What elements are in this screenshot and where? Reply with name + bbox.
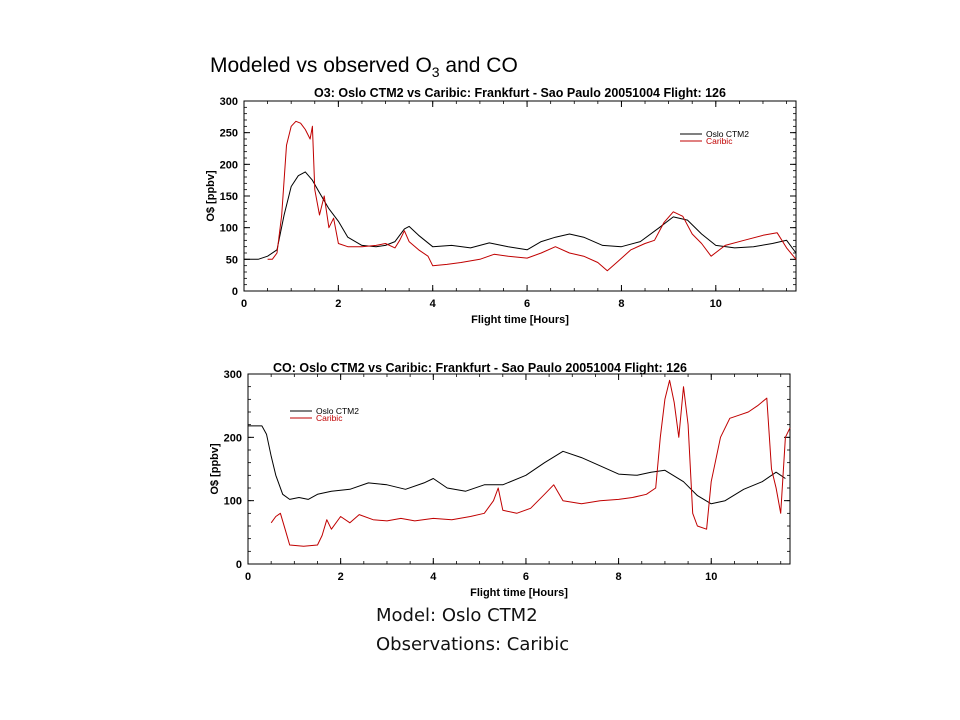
x-tick-label: 8 bbox=[618, 298, 624, 310]
x-tick-label: 0 bbox=[241, 298, 247, 310]
y-tick-label: 0 bbox=[236, 559, 242, 571]
series-line-caribic bbox=[267, 120, 797, 272]
slide-title: Modeled vs observed O3 and CO bbox=[210, 54, 518, 80]
y-tick-label: 200 bbox=[220, 159, 238, 171]
x-tick-label: 4 bbox=[430, 571, 437, 583]
y-tick-label: 250 bbox=[220, 128, 238, 140]
slide-footer: Model: Oslo CTM2 Observations: Caribic bbox=[376, 601, 569, 659]
x-tick-label: 8 bbox=[616, 571, 622, 583]
legend-label: Oslo CTM2 bbox=[706, 129, 749, 139]
y-tick-label: 150 bbox=[220, 191, 238, 203]
legend-label: Caribic bbox=[316, 413, 343, 423]
plot-frame bbox=[247, 373, 791, 565]
x-tick-label: 2 bbox=[335, 298, 341, 310]
chart-o3: O3: Oslo CTM2 vs Caribic: Frankfurt - Sa… bbox=[205, 86, 797, 326]
x-tick-label: 0 bbox=[245, 571, 251, 583]
y-tick-label: 200 bbox=[224, 432, 242, 444]
footer-model-line: Model: Oslo CTM2 bbox=[376, 605, 538, 626]
footer-observations-line: Observations: Caribic bbox=[376, 634, 570, 655]
y-tick-label: 0 bbox=[232, 286, 238, 298]
x-tick-label: 6 bbox=[523, 571, 529, 583]
chart-title: CO: Oslo CTM2 vs Caribic: Frankfurt - Sa… bbox=[273, 361, 687, 375]
series-line-oslo-ctm2 bbox=[244, 171, 797, 260]
y-tick-label: 100 bbox=[220, 223, 238, 235]
legend-label: Oslo CTM2 bbox=[316, 406, 359, 416]
y-tick-label: 100 bbox=[224, 496, 242, 508]
x-axis-label: Flight time [Hours] bbox=[471, 314, 569, 326]
x-tick-label: 4 bbox=[430, 298, 437, 310]
chart-co: CO: Oslo CTM2 vs Caribic: Frankfurt - Sa… bbox=[209, 361, 791, 599]
x-axis-label: Flight time [Hours] bbox=[470, 587, 568, 599]
x-tick-label: 10 bbox=[710, 298, 722, 310]
y-axis-label: O$ [ppbv] bbox=[205, 170, 217, 222]
y-tick-label: 300 bbox=[220, 96, 238, 108]
y-tick-label: 50 bbox=[226, 254, 238, 266]
slide-title-main: Modeled vs observed O bbox=[210, 54, 432, 77]
x-tick-label: 6 bbox=[524, 298, 530, 310]
y-tick-label: 300 bbox=[224, 369, 242, 381]
y-axis-label: O$ [ppbv] bbox=[209, 443, 221, 495]
chart-title: O3: Oslo CTM2 vs Caribic: Frankfurt - Sa… bbox=[314, 86, 726, 100]
x-tick-label: 2 bbox=[338, 571, 344, 583]
x-tick-label: 10 bbox=[705, 571, 717, 583]
series-line-oslo-ctm2 bbox=[248, 425, 786, 505]
series-line-caribic bbox=[270, 379, 791, 547]
slide-title-tail: and CO bbox=[439, 54, 518, 77]
legend-label: Caribic bbox=[706, 136, 733, 146]
slide-title-subscript: 3 bbox=[431, 64, 440, 81]
